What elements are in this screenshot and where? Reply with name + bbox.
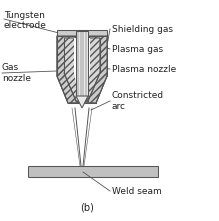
- Text: Plasma nozzle: Plasma nozzle: [112, 65, 176, 74]
- Polygon shape: [57, 36, 107, 103]
- Text: Gas
nozzle: Gas nozzle: [2, 63, 31, 83]
- Text: Shielding gas: Shielding gas: [112, 25, 173, 34]
- Text: Tungsten
electrode: Tungsten electrode: [4, 11, 47, 30]
- Polygon shape: [74, 38, 90, 99]
- Polygon shape: [95, 36, 107, 103]
- Text: Plasma gas: Plasma gas: [112, 44, 163, 53]
- Text: Weld seam: Weld seam: [112, 187, 162, 196]
- Polygon shape: [64, 38, 100, 101]
- Bar: [28, 166, 158, 177]
- Bar: [76, 31, 88, 96]
- Polygon shape: [57, 36, 64, 76]
- Text: (b): (b): [80, 203, 94, 213]
- Bar: [57, 30, 107, 36]
- Polygon shape: [100, 36, 107, 76]
- Polygon shape: [57, 36, 69, 103]
- Polygon shape: [76, 96, 88, 108]
- Text: Constricted
arc: Constricted arc: [112, 91, 164, 111]
